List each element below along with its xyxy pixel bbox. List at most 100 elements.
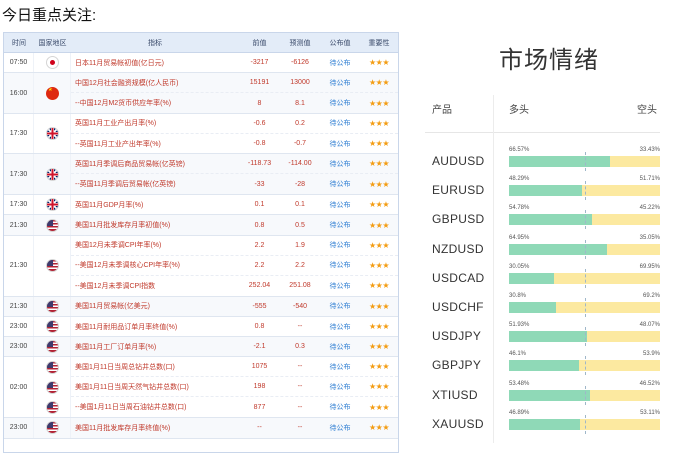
event-forecast-value: -- [297,363,303,371]
event-importance-stars: ★★★ [368,342,390,352]
event-row[interactable]: 美国12月未季调CPI年率(%) 2.2 1.9 待公布 ★★★ [71,236,398,256]
flag-us-icon [45,421,59,435]
sentiment-bar [509,298,660,317]
sentiment-short-percent: 51.71% [639,176,660,183]
event-row[interactable]: 英国11月季调后商品贸易帐(亿英镑) -118.73 -114.00 待公布 ★★★ [71,154,398,175]
event-published-value: 待公布 [329,160,351,168]
event-previous-value: 252.04 [248,282,271,290]
sentiment-midline [584,327,586,347]
event-group: 23:00 美国11月批发库存月率终值(%) -- -- 待公布 ★★★ [4,418,398,439]
event-row[interactable]: --英国11月工业产出年率(%) -0.8 -0.7 待公布 ★★★ [71,134,398,154]
sentiment-short-percent: 53.9% [642,351,660,358]
sentiment-symbol: GBPUSD [432,212,485,227]
event-row[interactable]: 英国11月工业产出月率(%) -0.6 0.2 待公布 ★★★ [71,114,398,134]
event-row[interactable]: --美国1月11日当周石油钻井总数(口) 877 -- 待公布 ★★★ [71,397,398,417]
flag-us-icon [45,218,59,232]
event-row[interactable]: 美国11月工厂订单月率(%) -2.1 0.3 待公布 ★★★ [71,337,398,356]
event-previous-value: -- [257,424,262,432]
event-previous-value: 15191 [249,79,270,87]
event-row[interactable]: 美国1月11日当周总钻井总数(口) 1075 -- 待公布 ★★★ [71,357,398,378]
event-previous-value: 2.2 [254,241,265,249]
event-indicator: 美国11月贸易帐(亿美元) [75,303,150,311]
event-row[interactable]: 美国11月批发库存月率初值(%) 0.8 0.5 待公布 ★★★ [71,215,398,234]
event-previous-value: 198 [253,383,266,391]
event-importance-stars: ★★★ [368,159,390,169]
event-published-value: 待公布 [329,363,351,371]
header-forecast: 预测值 [289,39,311,47]
event-forecast-value: 13000 [290,79,310,87]
event-forecast-value: -- [297,323,303,330]
event-row[interactable]: 美国11月贸易帐(亿美元) -555 -540 待公布 ★★★ [71,297,398,316]
event-time: 21:30 [4,235,34,296]
header-country: 国家地区 [38,39,67,47]
event-importance-stars: ★★★ [368,322,390,331]
event-country-flags [34,418,71,438]
event-indicator: --美国12月未季调核心CPI年率(%) [75,262,181,270]
event-time: 21:30 [4,215,34,235]
event-group: 02:00 美国1月11日当周总钻井总数(口) 1075 -- 待公布 ★★★ 美国1月11… [4,357,398,419]
event-previous-value: 877 [253,403,266,411]
sentiment-midline [584,210,586,230]
event-importance-stars: ★★★ [368,78,390,88]
event-forecast-value: 8.1 [295,99,305,107]
flag-us-icon [45,320,59,333]
event-row[interactable]: --美国12月未季调CPI指数 252.04 251.08 待公布 ★★★ [71,276,398,296]
header-time: 时间 [12,39,26,47]
event-row[interactable]: 中国12月社会融资规模(亿人民币) 15191 13000 待公布 ★★★ [71,73,398,94]
event-importance-stars: ★★★ [368,281,390,291]
event-row[interactable]: --中国12月M2货币供应年率(%) 8 8.1 待公布 ★★★ [71,93,398,113]
economic-calendar-table: 时间 国家地区 指标 前值 预测值 公布值 重要性 07:50 日本11月贸易帐初… [3,32,399,453]
calendar-header-row: 时间 国家地区 指标 前值 预测值 公布值 重要性 [4,33,398,53]
event-group: 17:30 英国11月季调后商品贸易帐(亿英镑) -118.73 -114.00 待公布… [4,154,398,196]
event-time: 23:00 [4,316,34,337]
event-indicator: 日本11月贸易帐初值(亿日元) [75,59,164,67]
event-row[interactable]: 日本11月贸易帐初值(亿日元) -3217 -6126 待公布 ★★★ [71,53,398,72]
event-row[interactable]: --美国12月未季调核心CPI年率(%) 2.2 2.2 待公布 ★★★ [71,256,398,276]
sentiment-symbol: USDCAD [432,270,485,285]
event-published-value: 待公布 [329,242,351,250]
sentiment-long-percent: 48.29% [509,176,530,183]
event-row[interactable]: 英国11月GDP月率(%) 0.1 0.1 待公布 ★★★ [71,195,398,214]
sentiment-row: AUDUSD 66.57% 33.43% [425,147,665,179]
event-indicator: 美国11月批发库存月率终值(%) [75,424,171,432]
event-published-value: 待公布 [329,79,351,87]
sentiment-long-percent: 46.89% [509,409,530,416]
header-importance: 重要性 [368,39,390,47]
event-previous-value: -555 [252,302,267,310]
sentiment-row: USDCHF 30.8% 69.2% [425,293,665,325]
sentiment-midline [584,268,586,288]
event-indicator: 美国12月未季调CPI年率(%) [75,242,162,250]
sentiment-long-fill [509,360,579,372]
event-forecast-value: -- [297,383,303,391]
sentiment-long-fill [509,156,610,167]
flag-us-icon [45,380,59,394]
flag-us-icon [45,259,59,273]
sentiment-header-long: 多头 [509,105,529,116]
sentiment-header-short: 空头 [637,105,657,116]
event-group: 16:00中国12月社会融资规模(亿人民币)1519113000待公布★★★--… [4,73,398,114]
event-importance-stars: ★★★ [368,179,390,189]
sentiment-row: XTIUSD 53.48% 46.52% [425,381,665,413]
event-importance-stars: ★★★ [368,220,390,230]
event-published-value: 待公布 [329,383,351,391]
event-group: 23:00 美国11月工厂订单月率(%) -2.1 0.3 待公布 ★★★ [4,337,398,358]
event-row[interactable]: --英国11月季调后贸易帐(亿英镑) -33 -28 待公布 ★★★ [71,174,398,194]
event-forecast-value: 0.5 [295,221,305,229]
sentiment-row: EURUSD 48.29% 51.71% [425,176,665,208]
event-row[interactable]: 美国11月批发库存月率终值(%) -- -- 待公布 ★★★ [71,418,398,437]
flag-uk-icon [45,167,59,181]
sentiment-symbol: NZDUSD [432,241,484,256]
sentiment-symbol: AUDUSD [432,154,485,168]
event-importance-stars: ★★★ [368,260,390,270]
sentiment-symbol: EURUSD [432,183,485,198]
event-row[interactable]: 美国11月耐用品订单月率终值(%) 0.8 -- 待公布 ★★★ [71,317,398,336]
event-group: 07:50 日本11月贸易帐初值(亿日元) -3217 -6126 待公布 ★★★ [4,53,398,74]
sentiment-short-percent: 33.43% [639,147,660,153]
event-indicator: 美国1月11日当周总钻井总数(口) [75,363,175,371]
event-published-value: 待公布 [329,100,351,107]
sentiment-short-percent: 69.2% [642,293,660,299]
event-country-flags [34,215,71,235]
event-published-value: 待公布 [329,404,351,412]
event-row[interactable]: 美国1月11日当周天然气钻井总数(口) 198 -- 待公布 ★★★ [71,377,398,398]
event-published-value: 待公布 [329,262,351,270]
